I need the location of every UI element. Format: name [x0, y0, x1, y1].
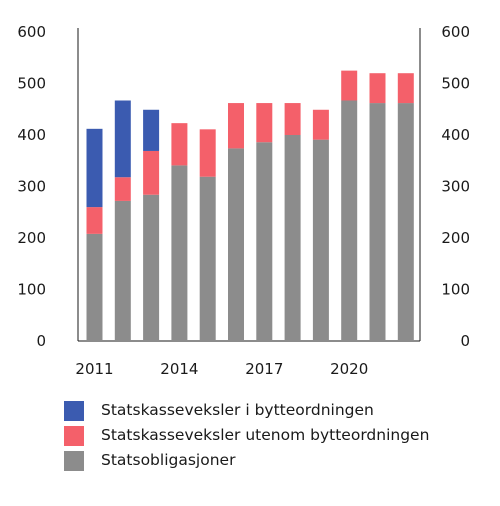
bar-segment-2016-0 — [228, 148, 244, 341]
y-tick-label-left: 600 — [17, 23, 46, 41]
y-tick-label-left: 500 — [17, 75, 46, 93]
bar-segment-2021-1 — [369, 73, 386, 104]
bar-segment-2021-0 — [369, 103, 386, 341]
bar-segment-2012-1 — [114, 177, 131, 201]
legend-swatch — [64, 425, 84, 446]
bar-segment-2012-2 — [114, 100, 131, 178]
bar-segment-2017-1 — [256, 103, 273, 143]
bars — [86, 70, 414, 342]
y-tick-label-right: 600 — [441, 23, 470, 41]
bar-segment-2022-1 — [397, 73, 414, 104]
bar-segment-2011-0 — [86, 233, 103, 341]
right-y-axis-ticks: 0 100 200 300 400 500 600 — [441, 23, 470, 350]
bar-segment-2014-1 — [171, 123, 188, 166]
axes — [77, 28, 421, 342]
bar-segment-2015-1 — [199, 129, 216, 177]
y-tick-label-left: 400 — [17, 126, 46, 144]
legend-item-statsobligasjoner: Statsobligasjoner — [64, 448, 429, 473]
bar-segment-2018-1 — [284, 103, 301, 135]
bar-segment-2022-0 — [397, 103, 414, 341]
y-tick-label-right: 100 — [441, 281, 470, 299]
bar-segment-2013-1 — [143, 150, 160, 195]
y-tick-label-left: 100 — [17, 281, 46, 299]
bar-segment-2015-0 — [199, 176, 216, 341]
bar-segment-2020-1 — [341, 70, 358, 101]
bar-segment-2013-0 — [143, 194, 160, 341]
bar-segment-2011-1 — [86, 207, 103, 234]
bar-segment-2017-0 — [256, 142, 273, 341]
y-tick-label-right: 200 — [441, 229, 470, 247]
legend-swatch — [64, 400, 84, 421]
y-tick-label-right: 500 — [441, 75, 470, 93]
y-tick-label-right: 300 — [441, 178, 470, 196]
legend-swatch — [64, 450, 84, 471]
x-tick-label: 2020 — [330, 360, 368, 378]
y-tick-label-right: 0 — [460, 332, 470, 350]
x-axis-ticks: 2011 2014 2017 2020 — [75, 360, 368, 378]
legend-label: Statskasseveksler i bytteordningen — [101, 401, 374, 419]
y-tick-label-left: 0 — [36, 332, 46, 350]
bar-segment-2016-1 — [228, 103, 244, 149]
bar-segment-2012-0 — [114, 200, 131, 341]
y-tick-label-right: 400 — [441, 126, 470, 144]
bar-segment-2013-2 — [143, 109, 160, 151]
bar-segment-2014-0 — [171, 165, 188, 341]
legend: Statskasseveksler i bytteordningen Stats… — [64, 398, 429, 473]
bar-segment-2011-2 — [86, 128, 103, 208]
bar-segment-2018-0 — [284, 135, 301, 341]
bar-segment-2019-0 — [312, 139, 329, 341]
y-tick-label-left: 200 — [17, 229, 46, 247]
x-tick-label: 2014 — [160, 360, 198, 378]
legend-item-bytteordningen: Statskasseveksler i bytteordningen — [64, 398, 429, 423]
x-tick-label: 2017 — [245, 360, 283, 378]
legend-label: Statskasseveksler utenom bytteordningen — [101, 426, 430, 444]
bar-segment-2020-0 — [341, 100, 358, 342]
x-tick-label: 2011 — [75, 360, 113, 378]
legend-label: Statsobligasjoner — [101, 451, 236, 469]
y-tick-label-left: 300 — [17, 178, 46, 196]
legend-item-utenom-bytteordningen: Statskasseveksler utenom bytteordningen — [64, 423, 429, 448]
left-y-axis-ticks: 0 100 200 300 400 500 600 — [17, 23, 46, 350]
bar-segment-2019-1 — [312, 109, 329, 140]
